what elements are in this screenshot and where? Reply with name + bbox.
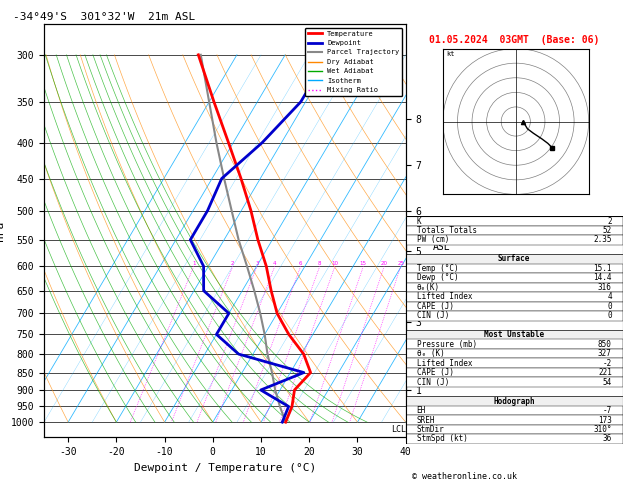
Bar [406, 263, 623, 273]
Text: EH: EH [416, 406, 426, 415]
Text: kt: kt [446, 51, 454, 57]
Text: 1: 1 [192, 261, 196, 266]
Text: 221: 221 [598, 368, 612, 377]
Text: 25: 25 [397, 261, 404, 266]
Bar [406, 406, 623, 415]
Text: 15: 15 [360, 261, 367, 266]
Text: 0: 0 [607, 302, 612, 311]
Text: 2.35: 2.35 [593, 235, 612, 244]
Text: θₑ(K): θₑ(K) [416, 283, 440, 292]
Text: CAPE (J): CAPE (J) [416, 302, 454, 311]
Text: 8: 8 [318, 261, 321, 266]
Text: -2: -2 [603, 359, 612, 368]
Text: 310°: 310° [593, 425, 612, 434]
Text: 850: 850 [598, 340, 612, 349]
Text: Lifted Index: Lifted Index [416, 292, 472, 301]
Text: 36: 36 [603, 434, 612, 444]
Text: © weatheronline.co.uk: © weatheronline.co.uk [412, 472, 517, 481]
Bar [406, 358, 623, 368]
Text: 01.05.2024  03GMT  (Base: 06): 01.05.2024 03GMT (Base: 06) [429, 35, 599, 45]
Bar [406, 425, 623, 434]
Bar [406, 226, 623, 235]
Text: 54: 54 [603, 378, 612, 387]
Bar [406, 368, 623, 377]
Text: 4: 4 [607, 292, 612, 301]
Text: 3: 3 [255, 261, 259, 266]
Text: StmSpd (kt): StmSpd (kt) [416, 434, 467, 444]
Bar [406, 434, 623, 444]
Legend: Temperature, Dewpoint, Parcel Trajectory, Dry Adiabat, Wet Adiabat, Isotherm, Mi: Temperature, Dewpoint, Parcel Trajectory… [305, 28, 402, 96]
Bar [406, 254, 623, 263]
Text: CAPE (J): CAPE (J) [416, 368, 454, 377]
Text: Pressure (mb): Pressure (mb) [416, 340, 477, 349]
Bar [406, 339, 623, 349]
Text: Dewp (°C): Dewp (°C) [416, 273, 458, 282]
Bar [406, 397, 623, 406]
Bar [406, 216, 623, 226]
Bar [406, 415, 623, 425]
Bar [406, 282, 623, 292]
Text: 15.1: 15.1 [593, 264, 612, 273]
Text: 327: 327 [598, 349, 612, 358]
Text: 173: 173 [598, 416, 612, 425]
Text: 52: 52 [603, 226, 612, 235]
Text: SREH: SREH [416, 416, 435, 425]
Text: Surface: Surface [498, 254, 530, 263]
Text: 10: 10 [331, 261, 338, 266]
Text: PW (cm): PW (cm) [416, 235, 449, 244]
Text: Temp (°C): Temp (°C) [416, 264, 458, 273]
Bar [406, 330, 623, 339]
X-axis label: Dewpoint / Temperature (°C): Dewpoint / Temperature (°C) [134, 463, 316, 473]
Text: CIN (J): CIN (J) [416, 378, 449, 387]
Text: LCL: LCL [391, 425, 406, 434]
Text: 20: 20 [381, 261, 387, 266]
Text: Most Unstable: Most Unstable [484, 330, 544, 339]
Text: 2: 2 [607, 216, 612, 226]
Text: 2: 2 [231, 261, 235, 266]
Bar [406, 377, 623, 387]
Text: 4: 4 [273, 261, 276, 266]
Y-axis label: km
ASL: km ASL [433, 231, 451, 252]
Bar [406, 235, 623, 244]
Text: -34°49'S  301°32'W  21m ASL: -34°49'S 301°32'W 21m ASL [13, 12, 195, 22]
Text: Lifted Index: Lifted Index [416, 359, 472, 368]
Bar [406, 273, 623, 282]
Bar [406, 301, 623, 311]
Text: 14.4: 14.4 [593, 273, 612, 282]
Y-axis label: hPa: hPa [0, 221, 5, 241]
Text: StmDir: StmDir [416, 425, 444, 434]
Text: 0: 0 [607, 311, 612, 320]
Text: 316: 316 [598, 283, 612, 292]
Text: θₑ (K): θₑ (K) [416, 349, 444, 358]
Bar [406, 292, 623, 301]
Text: CIN (J): CIN (J) [416, 311, 449, 320]
Text: Totals Totals: Totals Totals [416, 226, 477, 235]
Text: -7: -7 [603, 406, 612, 415]
Text: Hodograph: Hodograph [493, 397, 535, 406]
Text: 6: 6 [299, 261, 303, 266]
Text: K: K [416, 216, 421, 226]
Bar [406, 349, 623, 358]
Bar [406, 311, 623, 321]
